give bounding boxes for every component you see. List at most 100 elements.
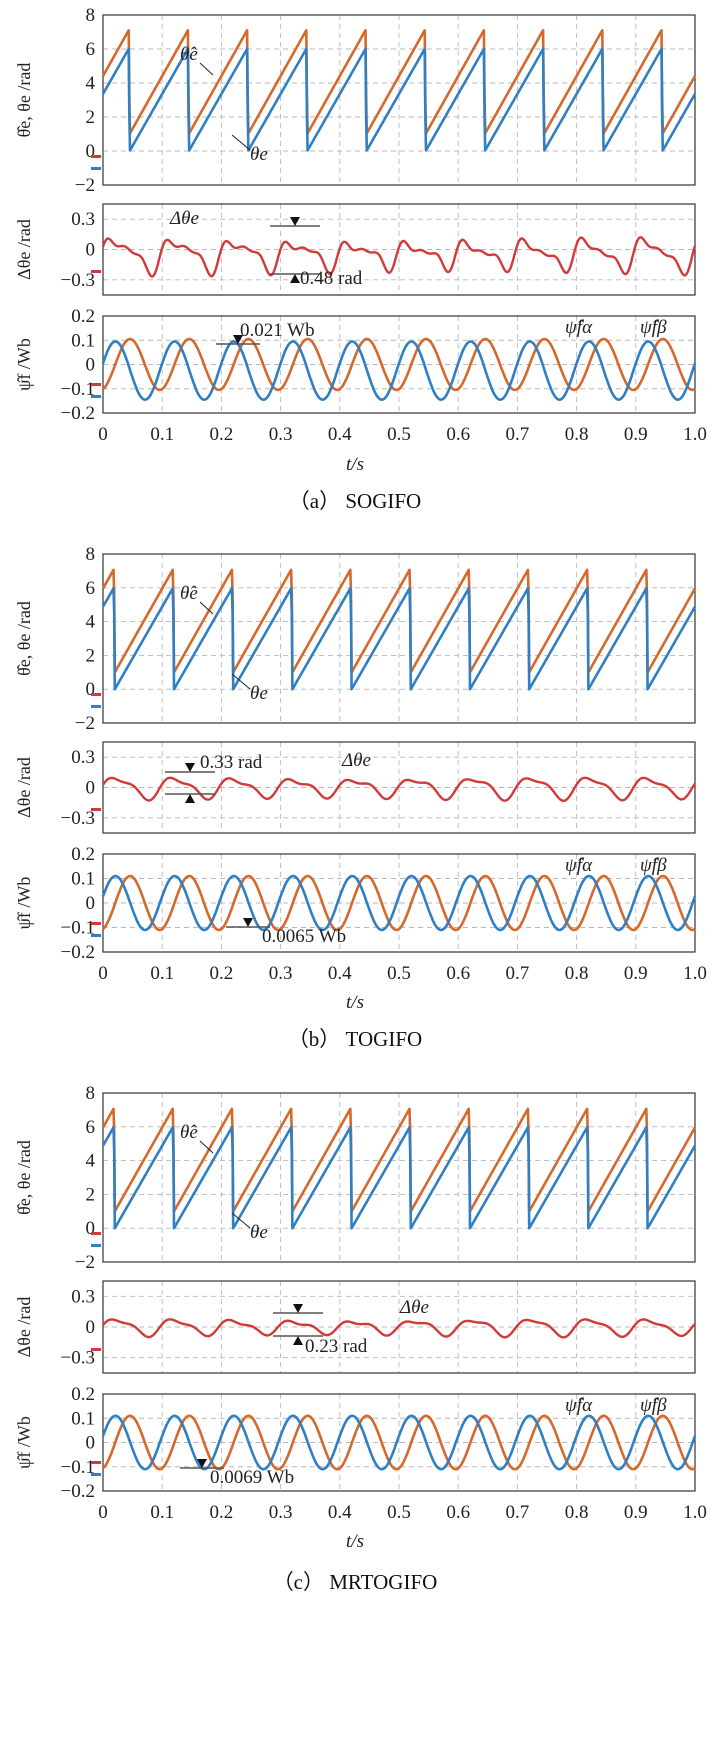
x-tick-label: 0.6 <box>446 424 470 445</box>
series-psi-alpha <box>102 337 696 392</box>
x-tick-label: 0.9 <box>624 424 648 445</box>
y-tick-label: 0 <box>86 355 96 376</box>
x-tick-label: 0.8 <box>565 424 589 445</box>
panel-flux: 0.2 0.1 0 −0.1 −0.2 ψ̂f /Wb ψ̂fα ψ̂fβ 0.021 Wb <box>14 306 697 424</box>
y-tick-label: −2 <box>75 1252 95 1273</box>
y-tick-label: 0.3 <box>71 209 95 230</box>
y-tick-label: 8 <box>86 544 96 565</box>
x-tick-label: 0 <box>98 1502 108 1523</box>
annotation-flux-amplitude: 0.021 Wb <box>240 320 315 341</box>
x-tick-label: 0.2 <box>210 963 234 984</box>
x-tick-label: 0 <box>98 424 108 445</box>
leader-line <box>199 1140 214 1154</box>
annotation-arrow <box>290 217 300 226</box>
series-theta-hat-e <box>101 29 697 135</box>
series-psi-beta <box>101 340 697 401</box>
y-tick-label: 0.2 <box>71 844 95 865</box>
x-tick-label: 0.2 <box>210 1502 234 1523</box>
annotation-arrow <box>293 1336 303 1345</box>
x-tick-label: 0.7 <box>506 1502 530 1523</box>
panel-angle: 8 6 4 2 0 −2 θ̂e, θe /rad θ̂e θe <box>14 544 697 734</box>
figure-b: 8 6 4 2 0 −2 θ̂e, θe /rad θ̂e θe 0.3 0 −0.3 Δθe /rad… <box>14 544 707 1051</box>
y-axis-label: Δθe /rad <box>14 757 34 818</box>
y-tick-label: −0.1 <box>61 379 95 400</box>
legend-swatch-orange <box>91 922 101 925</box>
x-tick-label: 0.7 <box>506 963 530 984</box>
annotation-error-amplitude: 0.48 rad <box>300 268 363 289</box>
x-tick-label: 1.0 <box>683 1502 707 1523</box>
panel-flux: 0.2 0.1 0 −0.1 −0.2 ψ̂f /Wb ψ̂fα ψ̂fβ 0.0069 Wb <box>14 1384 697 1502</box>
x-axis-label: t/s <box>346 1531 364 1552</box>
y-tick-label: 2 <box>86 1184 96 1205</box>
legend-swatch-blue <box>91 1473 101 1476</box>
y-tick-label: −2 <box>75 713 95 734</box>
y-tick-label: 4 <box>86 73 96 94</box>
series-label-theta-hat: θ̂e <box>180 44 198 65</box>
series-label-theta-hat: θ̂e <box>180 583 198 604</box>
y-tick-label: 0 <box>86 893 96 914</box>
plot-frame <box>102 741 696 834</box>
panel-angle: 8 6 4 2 0 −2 θ̂e, θe /rad θ̂e θe <box>14 5 697 196</box>
y-tick-label: 6 <box>86 578 96 599</box>
annotation-flux-amplitude: 0.0069 Wb <box>210 1467 294 1488</box>
y-tick-label: 0.3 <box>71 747 95 768</box>
leader-line <box>231 673 251 690</box>
y-tick-label: −2 <box>75 175 95 196</box>
annotation-arrow <box>293 1304 303 1313</box>
figure-c: 8 6 4 2 0 −2 θ̂e, θe /rad θ̂e θe 0.3 0 −0.3 Δθe /rad… <box>14 1083 707 1594</box>
series-delta-theta <box>102 776 696 802</box>
legend-swatch-red <box>91 808 101 811</box>
y-tick-label: 0.1 <box>71 330 95 351</box>
y-axis-label: ψ̂f /Wb <box>14 877 34 930</box>
y-axis-label: ψ̂f /Wb <box>14 338 34 391</box>
series-delta-theta <box>101 236 697 278</box>
leader-line <box>231 134 251 151</box>
legend-swatch-orange <box>91 155 101 158</box>
x-tick-label: 0 <box>98 963 108 984</box>
x-tick-label: 0.3 <box>269 963 293 984</box>
plot-frame <box>102 1280 696 1374</box>
legend-swatch-orange <box>91 693 101 696</box>
y-tick-label: 2 <box>86 645 96 666</box>
panel-error: 0.3 0 −0.3 Δθe /rad Δθe 0.23 rad <box>14 1280 696 1374</box>
y-tick-label: −0.2 <box>61 942 95 963</box>
y-tick-label: 0.1 <box>71 1408 95 1429</box>
series-label-psi-alpha: ψ̂fα <box>565 855 593 876</box>
annotation-arrow <box>290 274 300 283</box>
legend-swatch-blue <box>91 1244 101 1247</box>
y-tick-label: 0.3 <box>71 1286 95 1307</box>
y-tick-label: 6 <box>86 39 96 60</box>
series-label-psi-beta: ψ̂fβ <box>640 1395 667 1416</box>
y-tick-label: 0 <box>86 778 96 799</box>
series-label-delta-theta: Δθe <box>169 208 199 229</box>
x-tick-label: 0.1 <box>150 1502 174 1523</box>
x-tick-label: 0.4 <box>328 963 352 984</box>
y-tick-label: −0.3 <box>61 270 95 291</box>
y-tick-label: −0.3 <box>61 1348 95 1369</box>
x-tick-label: 0.2 <box>210 424 234 445</box>
y-tick-label: 0.2 <box>71 306 95 327</box>
figure-caption: （a） SOGIFO <box>289 489 421 513</box>
y-tick-label: 0 <box>86 679 96 700</box>
series-theta-e <box>101 47 697 152</box>
series-label-theta: θe <box>250 683 268 704</box>
annotation-flux-amplitude: 0.0065 Wb <box>262 926 346 947</box>
series-label-psi-beta: ψ̂fβ <box>640 317 667 338</box>
legend-swatch-blue <box>91 934 101 937</box>
panel-flux: 0.2 0.1 0 −0.1 −0.2 ψ̂f /Wb ψ̂fα ψ̂fβ 0.0065 Wb <box>14 844 697 963</box>
panel-error: 0.3 0 −0.3 Δθe /rad Δθe 0.33 rad <box>14 741 696 834</box>
y-tick-label: 0 <box>86 240 96 261</box>
panel-error: 0.3 0 −0.3 Δθe /rad Δθe 0.48 rad <box>14 203 697 296</box>
y-tick-label: −0.2 <box>61 1481 95 1502</box>
y-axis-label: Δθe /rad <box>14 219 34 280</box>
legend-swatch-blue <box>91 395 101 398</box>
figure-caption: （b） TOGIFO <box>288 1027 422 1051</box>
x-tick-label: 0.3 <box>269 1502 293 1523</box>
y-tick-label: 2 <box>86 107 96 128</box>
x-tick-label: 0.6 <box>446 1502 470 1523</box>
series-label-delta-theta: Δθe <box>399 1297 429 1318</box>
series-delta-theta <box>102 1318 696 1339</box>
x-tick-label: 0.7 <box>506 424 530 445</box>
annotation-error-amplitude: 0.23 rad <box>305 1336 368 1357</box>
